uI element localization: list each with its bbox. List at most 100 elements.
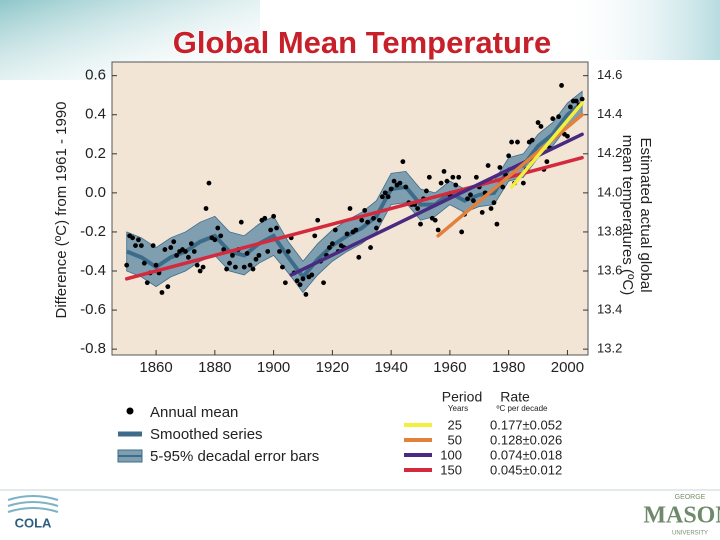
annual-point (197, 268, 203, 274)
annual-point (268, 227, 274, 233)
rate: 0.074±0.018 (490, 447, 562, 462)
y2-tick-label: 14.2 (597, 145, 622, 160)
annual-point (233, 264, 238, 270)
y-axis-label: Difference (ºC) from 1961 - 1990 (53, 102, 70, 319)
annual-point (441, 168, 447, 174)
annual-point (188, 241, 194, 247)
annual-point (300, 276, 306, 282)
annual-point (520, 180, 526, 186)
table-header: Rate (500, 389, 530, 405)
left-logo: COLA (15, 515, 52, 530)
legend-label: Smoothed series (150, 426, 263, 443)
annual-point (359, 217, 365, 223)
annual-point (388, 186, 394, 192)
annual-point (174, 252, 180, 258)
x-tick-label: 1980 (492, 359, 525, 376)
corner-decoration (560, 0, 720, 60)
annual-point (227, 260, 232, 266)
legend-label: 5-95% decadal error bars (150, 448, 319, 465)
annual-point (500, 184, 506, 190)
annual-point (218, 233, 224, 239)
annual-point (473, 174, 479, 180)
annual-point (250, 266, 256, 272)
x-tick-label: 1860 (139, 359, 172, 376)
y2-tick-label: 14.6 (597, 67, 622, 82)
y-tick-label: -0.6 (80, 301, 106, 318)
annual-point (538, 124, 544, 129)
right-logo: MASON (643, 503, 720, 529)
annual-point (262, 215, 268, 221)
annual-point (206, 180, 212, 186)
x-tick-label: 1880 (198, 359, 231, 376)
annual-point (556, 114, 562, 120)
annual-point (423, 188, 429, 194)
annual-point (194, 262, 200, 268)
annual-point (415, 206, 420, 211)
annual-point (485, 163, 491, 168)
annual-point (488, 206, 494, 211)
annual-point (456, 174, 462, 180)
annual-point (506, 153, 512, 159)
annual-point (382, 190, 388, 196)
annual-point (468, 192, 473, 198)
annual-point (274, 225, 279, 231)
annual-point (579, 96, 585, 102)
annual-point (471, 198, 476, 204)
annual-point (491, 200, 497, 206)
annual-point (450, 174, 456, 180)
y2-axis-label: Estimated actual global (637, 137, 654, 292)
period: 100 (440, 447, 462, 462)
annual-point (356, 254, 362, 260)
rate: 0.045±0.012 (490, 462, 562, 477)
annual-point (221, 247, 227, 252)
annual-point (130, 235, 135, 241)
y2-tick-label: 14.4 (597, 106, 622, 121)
annual-point (573, 98, 579, 104)
annual-point (535, 120, 541, 125)
annual-point (256, 252, 262, 258)
annual-point (230, 252, 235, 258)
y-tick-label: -0.4 (80, 262, 106, 279)
annual-point (150, 243, 156, 249)
annual-point (435, 227, 441, 233)
annual-point (397, 180, 403, 186)
annual-point (329, 241, 335, 247)
annual-point (453, 182, 459, 188)
annual-point (321, 280, 326, 286)
annual-point (432, 217, 438, 223)
annual-point (515, 139, 520, 145)
annual-point (280, 264, 285, 270)
annual-point (244, 251, 250, 256)
annual-point (459, 229, 465, 235)
annual-point (297, 282, 303, 288)
annual-point (212, 237, 218, 243)
annual-point (403, 184, 409, 190)
annual-point (277, 249, 282, 254)
annual-point (347, 206, 353, 211)
annual-point (494, 221, 500, 227)
annual-point (368, 245, 373, 250)
y-tick-label: 0.4 (85, 106, 106, 123)
annual-point (162, 247, 168, 252)
annual-point (309, 272, 315, 278)
x-tick-label: 1920 (316, 359, 349, 376)
y2-axis-label: mean temperatures (ºC) (619, 135, 636, 296)
annual-point (418, 221, 423, 227)
annual-point (550, 116, 556, 122)
x-tick-label: 1960 (433, 359, 466, 376)
y-tick-label: 0.2 (85, 145, 106, 162)
annual-point (374, 225, 379, 231)
rate: 0.128±0.026 (490, 432, 562, 447)
annual-point (136, 237, 141, 243)
annual-point (400, 159, 406, 165)
legend-label: Annual mean (150, 404, 238, 421)
annual-point (215, 225, 221, 231)
annual-point (509, 139, 515, 145)
y2-tick-label: 14.0 (597, 184, 622, 199)
annual-point (200, 264, 206, 270)
annual-point (371, 215, 376, 221)
y-tick-label: -0.2 (80, 223, 106, 240)
y2-tick-label: 13.2 (597, 341, 622, 356)
annual-point (247, 262, 253, 268)
annual-point (544, 159, 550, 165)
